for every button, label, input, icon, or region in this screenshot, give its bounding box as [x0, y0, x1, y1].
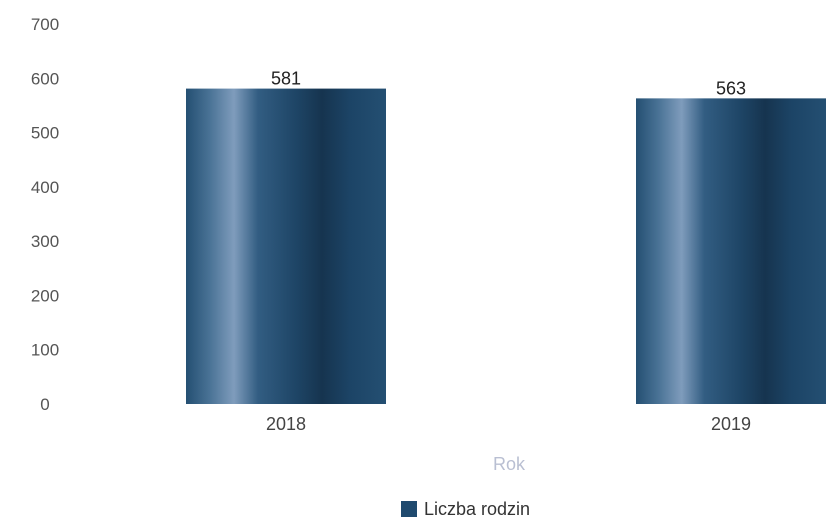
y-tick-label: 100 — [31, 341, 59, 360]
y-tick-label: 700 — [31, 15, 59, 34]
legend: Liczba rodzin — [401, 499, 530, 519]
x-axis-ticks: 2018 2019 — [266, 414, 751, 434]
y-tick-label: 200 — [31, 286, 59, 305]
x-axis-title: Rok — [493, 454, 526, 474]
bar-2019 — [636, 98, 826, 404]
y-tick-label: 500 — [31, 124, 59, 143]
legend-swatch — [401, 501, 417, 517]
y-tick-label: 400 — [31, 178, 59, 197]
y-axis-ticks: 0 100 200 300 400 500 600 700 — [31, 15, 59, 414]
data-label-2018: 581 — [271, 69, 301, 89]
y-tick-label: 0 — [40, 395, 49, 414]
x-tick-label-2019: 2019 — [711, 414, 751, 434]
data-label-2019: 563 — [716, 78, 746, 98]
x-tick-label-2018: 2018 — [266, 414, 306, 434]
bars-group — [186, 88, 826, 404]
legend-label: Liczba rodzin — [424, 499, 530, 519]
bar-2018 — [186, 88, 386, 404]
y-tick-label: 600 — [31, 69, 59, 88]
y-tick-label: 300 — [31, 232, 59, 251]
data-labels-group: 581 563 — [271, 69, 746, 99]
